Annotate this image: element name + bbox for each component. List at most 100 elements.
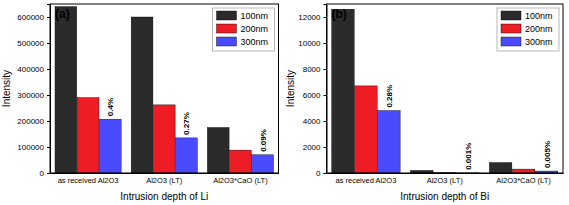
figure: 0100000200000300000400000500000600000as … — [0, 0, 569, 205]
y-tick-mark — [47, 173, 50, 174]
y-tick-label: 6000 — [303, 91, 321, 100]
y-tick: 400000 — [17, 65, 50, 74]
y-tick: 2000 — [303, 143, 327, 152]
plot-frame — [327, 4, 564, 173]
x-tick-label: Al2O3 (LT) — [146, 176, 183, 185]
x-tick-label: Al2O3*CaO (LT) — [496, 176, 551, 185]
bar — [332, 9, 355, 173]
x-tick: as received Al2O3 — [58, 173, 119, 185]
y-tick-mark — [47, 147, 50, 148]
x-axis-title: Intrusion depth of Bi — [400, 191, 489, 202]
legend-swatch — [501, 11, 521, 20]
x-tick-label: Al2O3 (LT) — [427, 176, 464, 185]
y-tick-mark — [47, 95, 50, 96]
annotation: 0.4% — [106, 98, 115, 116]
legend-label: 100nm — [525, 11, 553, 21]
y-tick-label: 200000 — [17, 117, 44, 126]
bar — [55, 7, 77, 173]
y-tick-label: 500000 — [17, 39, 44, 48]
y-axis-title: Intensity — [1, 70, 12, 107]
legend-swatch — [217, 37, 237, 46]
y-tick: 0 — [40, 169, 50, 178]
y-tick: 12000 — [298, 13, 326, 22]
y-tick-label: 10000 — [298, 39, 321, 48]
bar — [207, 128, 229, 174]
y-tick: 4000 — [303, 117, 327, 126]
legend-label: 200nm — [525, 24, 553, 34]
y-tick: 8000 — [303, 65, 327, 74]
y-tick-label: 2000 — [303, 143, 321, 152]
y-tick-mark — [324, 147, 327, 148]
bar — [77, 98, 99, 173]
y-tick-mark — [47, 121, 50, 122]
y-tick-label: 400000 — [17, 65, 44, 74]
y-tick-label: 8000 — [303, 65, 321, 74]
x-axis-line — [51, 173, 280, 174]
y-tick: 500000 — [17, 39, 50, 48]
panel-title: (b) — [332, 7, 347, 21]
y-tick-mark — [47, 17, 50, 18]
x-axis-line — [327, 173, 564, 174]
y-tick: 600000 — [17, 13, 50, 22]
y-tick-mark — [324, 121, 327, 122]
bars — [55, 7, 273, 173]
y-tick-label: 12000 — [298, 13, 321, 22]
y-tick-mark — [47, 69, 50, 70]
y-axis: 0 2000 4000 6000 8000 10000 12000 — [298, 5, 327, 179]
plot-frame — [50, 4, 279, 173]
legend-box — [497, 8, 559, 51]
y-tick-label: 100000 — [17, 143, 44, 152]
y-tick-mark — [324, 43, 327, 44]
bar — [99, 119, 121, 173]
legend-swatch — [501, 24, 521, 33]
y-tick-mark — [47, 43, 50, 44]
bar — [131, 17, 153, 173]
legend-swatch — [501, 37, 521, 46]
annotation: 0.001% — [464, 143, 473, 170]
y-tick: 100000 — [17, 143, 50, 152]
x-axis: as received Al2O3 Al2O3 (LT) Al2O3*CaO (LT… — [51, 173, 280, 185]
bar — [153, 105, 175, 173]
y-tick-mark — [324, 69, 327, 70]
y-axis-line — [324, 5, 328, 174]
bar — [489, 163, 512, 173]
y-axis: 0 100000 200000 300000 400000 500000 600000 — [17, 5, 50, 179]
x-axis: as received Al2O3 Al2O3 (LT) Al2O3*CaO (LT… — [327, 173, 564, 185]
bar — [230, 150, 252, 173]
annotation: 0.28% — [385, 85, 394, 108]
legend-swatch — [217, 24, 237, 33]
x-tick: Al2O3*CaO (LT) — [213, 173, 268, 185]
y-tick: 6000 — [303, 91, 327, 100]
x-tick-label: Al2O3*CaO (LT) — [213, 176, 268, 185]
x-tick: Al2O3 (LT) — [427, 173, 464, 185]
x-axis-title: Intrusion depth of Li — [120, 191, 208, 202]
x-tick-label: as received Al2O3 — [58, 176, 119, 185]
bar — [252, 155, 274, 173]
legend-label: 300nm — [241, 37, 269, 47]
y-tick-mark — [324, 17, 327, 18]
bar — [355, 86, 378, 173]
legend-swatch — [217, 11, 237, 20]
panel-title: (a) — [55, 7, 70, 21]
y-tick: 300000 — [17, 91, 50, 100]
y-axis-line — [47, 5, 51, 174]
y-axis-title: Intensity — [285, 70, 296, 107]
annotation: 0.005% — [543, 141, 552, 168]
y-tick-mark — [324, 95, 327, 96]
y-tick: 0 — [316, 169, 326, 178]
legend-label: 200nm — [241, 24, 269, 34]
x-tick-label: as received Al2O3 — [335, 176, 396, 185]
bar — [176, 138, 198, 173]
legend-box — [213, 8, 275, 51]
legend-label: 100nm — [241, 11, 269, 21]
legend: 100nm 200nm 300nm — [213, 8, 275, 51]
y-tick-label: 300000 — [17, 91, 44, 100]
legend: 100nm 200nm 300nm — [497, 8, 559, 51]
bar — [378, 111, 401, 173]
y-tick: 10000 — [298, 39, 326, 48]
annotation: 0.09% — [259, 129, 268, 152]
annotation: 0.27% — [182, 112, 191, 135]
y-tick-label: 600000 — [17, 13, 44, 22]
y-tick-mark — [324, 173, 327, 174]
legend-label: 300nm — [525, 37, 553, 47]
